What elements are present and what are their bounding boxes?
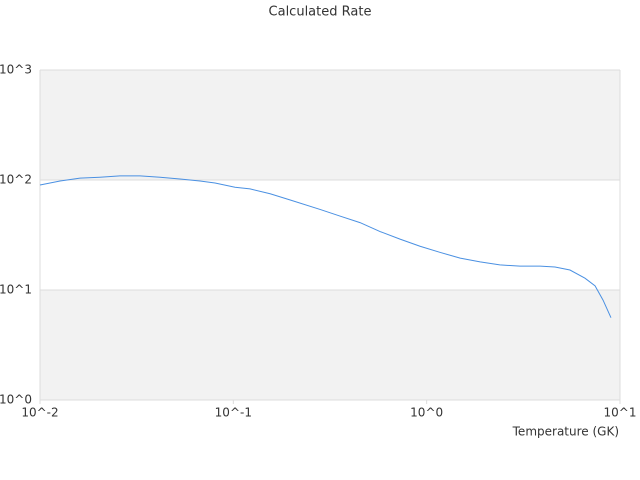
y-tick-label: 10^1	[0, 283, 32, 297]
grid-band	[40, 290, 620, 400]
x-tick-label: 10^1	[604, 406, 637, 420]
x-tick-label: 10^-2	[21, 406, 58, 420]
y-tick-label: 10^2	[0, 173, 32, 187]
y-tick-label: 10^3	[0, 63, 32, 77]
data-line	[39, 175, 612, 318]
x-tick-label: 10^-1	[215, 406, 252, 420]
x-tick-label: 10^0	[410, 406, 443, 420]
grid-band	[40, 70, 620, 180]
x-axis-label: Temperature (GK)	[512, 425, 619, 439]
y-tick-label: 10^0	[0, 393, 32, 407]
bands	[40, 70, 620, 400]
chart-title: Calculated Rate	[269, 5, 372, 20]
